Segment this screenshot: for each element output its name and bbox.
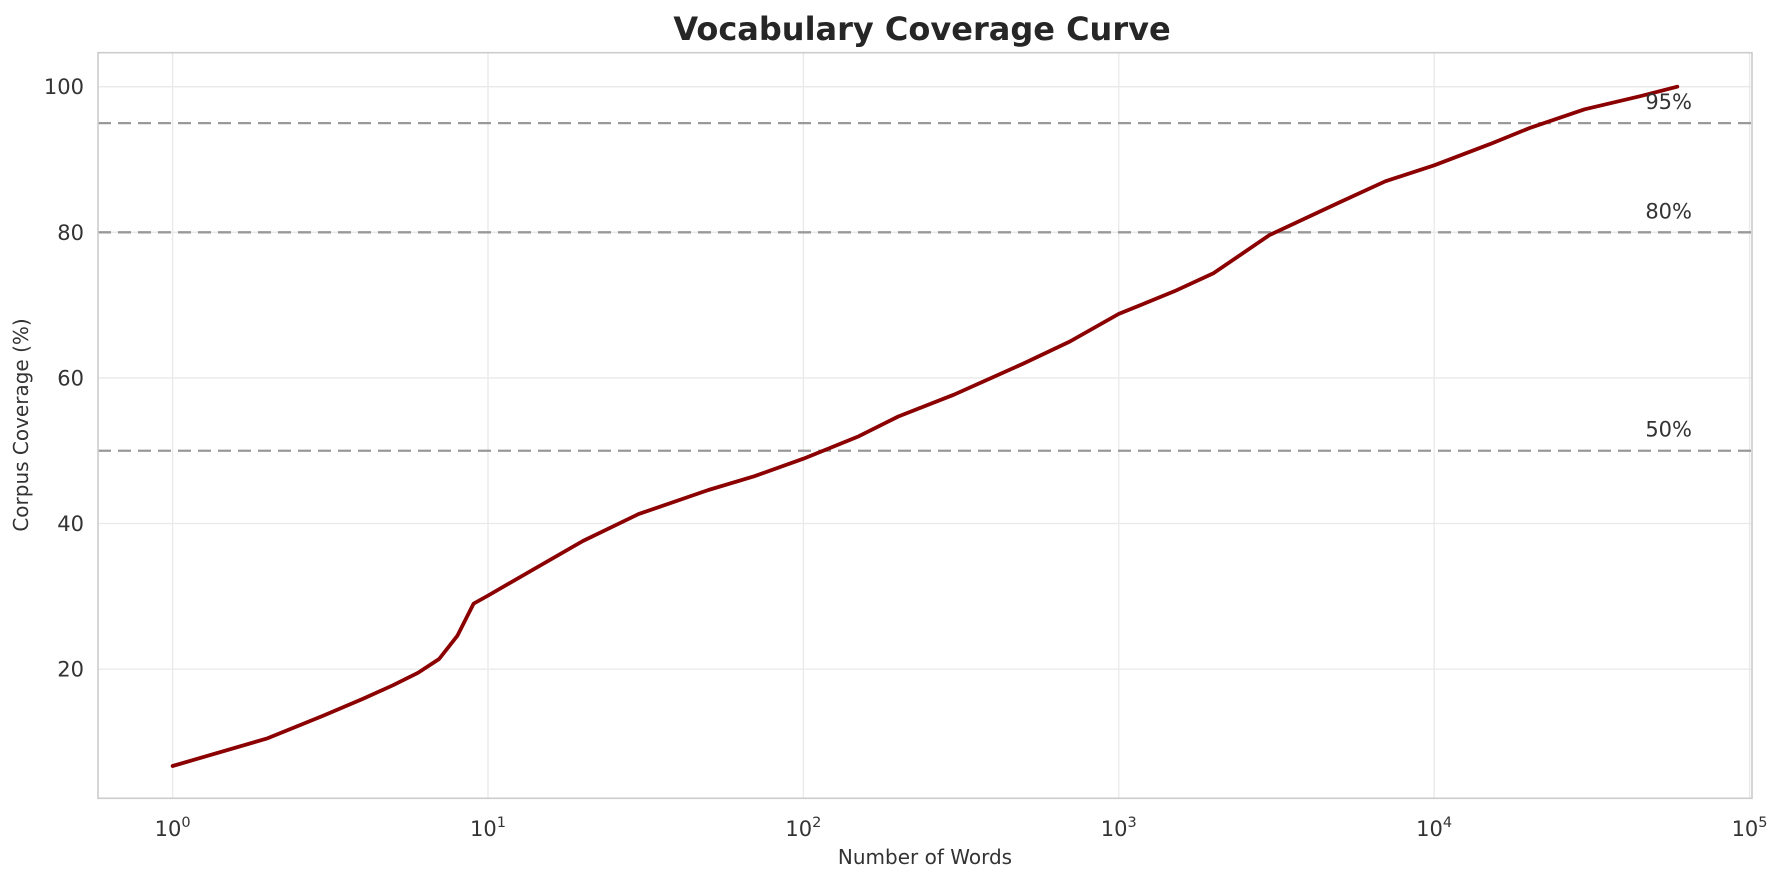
coverage-curve-line xyxy=(170,84,1680,768)
reference-label-80: 80% xyxy=(1645,199,1692,223)
reference-lines xyxy=(98,121,1752,452)
x-tick-10e3: 103 xyxy=(1101,815,1137,841)
y-tick-100: 100 xyxy=(44,75,84,99)
x-tick-10e1: 101 xyxy=(470,815,506,841)
x-tick-10e0: 100 xyxy=(155,815,191,841)
y-tick-80: 80 xyxy=(57,221,84,245)
reference-labels: 50% 80% 95% xyxy=(1645,90,1692,442)
reference-label-50: 50% xyxy=(1645,418,1692,442)
x-axis-label: Number of Words xyxy=(838,845,1012,869)
y-tick-60: 60 xyxy=(57,366,84,390)
grid-lines xyxy=(98,52,1752,799)
plot-area xyxy=(98,52,1752,799)
axes-spines xyxy=(97,51,1753,800)
reference-label-95: 95% xyxy=(1645,90,1692,114)
y-axis-label: Corpus Coverage (%) xyxy=(9,318,33,531)
axes-border xyxy=(97,51,1753,800)
x-tick-10e2: 102 xyxy=(785,815,821,841)
x-tick-10e5: 105 xyxy=(1732,815,1768,841)
coverage-curve xyxy=(170,84,1680,768)
x-tick-10e4: 104 xyxy=(1416,815,1452,841)
y-tick-20: 20 xyxy=(57,658,84,682)
axis-ticks: 100 101 102 103 104 105 20 40 60 80 100 xyxy=(44,75,1768,841)
plot-background xyxy=(98,52,1752,799)
y-tick-40: 40 xyxy=(57,512,84,536)
chart-title: Vocabulary Coverage Curve xyxy=(673,10,1170,48)
